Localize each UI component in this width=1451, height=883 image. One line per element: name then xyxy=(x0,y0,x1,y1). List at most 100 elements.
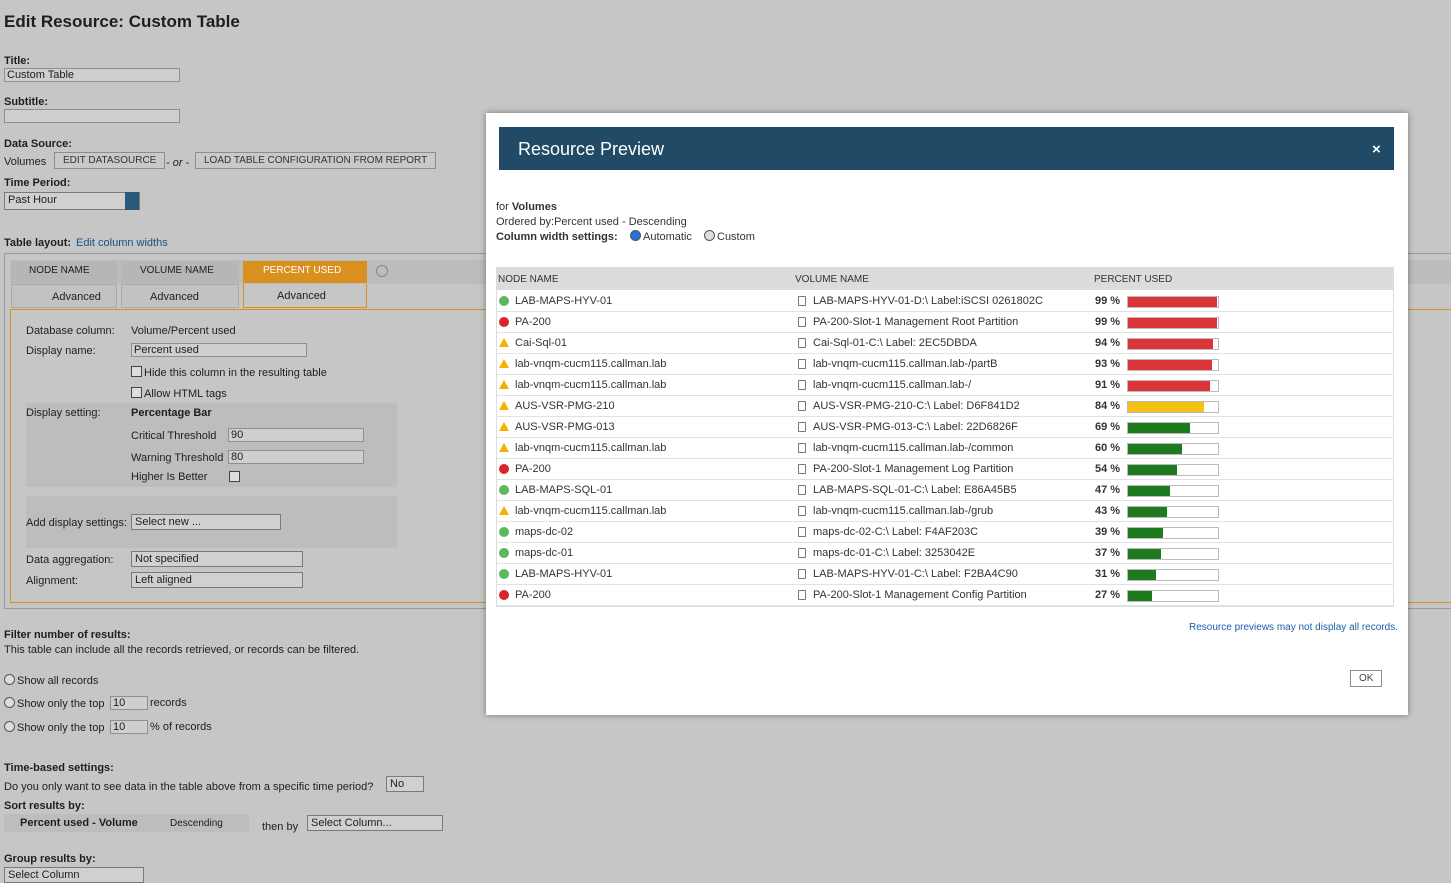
title-input[interactable]: Custom Table xyxy=(4,68,180,82)
close-button[interactable]: × xyxy=(1372,141,1381,158)
table-row: AUS-VSR-PMG-210 AUS-VSR-PMG-210-C:\ Label… xyxy=(496,396,1393,417)
advanced[interactable]: Advanced xyxy=(121,284,239,308)
volume-name: PA-200-Slot-1 Management Log Partition xyxy=(813,463,1014,475)
status-icon xyxy=(499,401,509,410)
volume-icon xyxy=(798,569,806,579)
data-source: Volumes xyxy=(4,156,47,168)
label: Group results by: xyxy=(4,853,96,865)
checkbox[interactable]: Allow HTML tags xyxy=(131,387,227,400)
sort-order[interactable]: Descending xyxy=(170,818,223,829)
sort-column: Percent used - Volume xyxy=(20,817,138,829)
status-icon xyxy=(499,464,509,474)
percent-bar xyxy=(1128,318,1218,328)
display-name-input[interactable]: Percent used xyxy=(131,343,307,357)
source: Volumes xyxy=(511,201,557,213)
percent-bar xyxy=(1128,423,1191,433)
volume-name: maps-dc-01-C:\ Label: 3253042E xyxy=(813,547,976,559)
table-row: maps-dc-01 maps-dc-01-C:\ Label: 3253042E… xyxy=(496,543,1393,564)
table-row: Cai-Sql-01 Cai-Sql-01-C:\ Label: 2EC5DBDA… xyxy=(496,333,1393,354)
volume-icon xyxy=(798,590,806,600)
ok-button[interactable]: OK xyxy=(1350,670,1383,687)
volume-name: LAB-MAPS-HYV-01-C:\ Label: F2BA4C90 xyxy=(813,568,1018,580)
display-setting-box xyxy=(26,403,397,487)
table-row: lab-vnqm-cucm115.callman.lab lab-vnqm-cuc… xyxy=(496,375,1393,396)
aggregation-select[interactable]: Not specified xyxy=(131,551,303,567)
column-tab[interactable]: VOLUME NAME xyxy=(121,261,239,283)
volume-icon xyxy=(798,527,806,537)
label: Time-based settings: xyxy=(4,762,114,774)
table-row: PA-200 PA-200-Slot-1 Management Config Pa… xyxy=(496,585,1393,606)
time-based-select[interactable]: No xyxy=(386,776,424,792)
volume-name: PA-200-Slot-1 Management Root Partition xyxy=(813,316,1019,328)
percent-bar xyxy=(1128,507,1167,517)
add-column[interactable] xyxy=(376,265,388,277)
label: Column width settings: xyxy=(496,231,618,243)
volume-icon xyxy=(798,317,806,327)
volume-name: lab-vnqm-cucm115.callman.lab-/grub xyxy=(813,505,994,517)
checkbox[interactable]: Hide this column in the resulting table xyxy=(131,366,327,379)
node-name: lab-vnqm-cucm115.callman.lab xyxy=(515,358,667,370)
label: Show all records xyxy=(17,675,99,687)
group-select[interactable]: Select Column xyxy=(4,867,144,883)
volume-icon xyxy=(798,359,806,369)
or: - or - xyxy=(166,157,190,169)
note: Resource previews may not display all re… xyxy=(1189,622,1398,633)
status-icon xyxy=(499,338,509,347)
add-display-select[interactable]: Select new ... xyxy=(131,514,281,530)
status-icon xyxy=(499,485,509,495)
label: Filter number of results: xyxy=(4,629,131,641)
volume-icon xyxy=(798,401,806,411)
percent-label: 84 % xyxy=(1095,400,1121,412)
time-period-select[interactable]: Past Hour xyxy=(4,192,140,210)
dropdown-arrow[interactable] xyxy=(125,192,139,210)
percent-label: 54 % xyxy=(1095,463,1121,475)
subtitle-input[interactable] xyxy=(4,109,180,123)
node-name: lab-vnqm-cucm115.callman.lab xyxy=(515,442,667,454)
then-by-select[interactable]: Select Column... xyxy=(307,815,443,831)
volume-icon xyxy=(798,464,806,474)
top-percent-input[interactable]: 10 xyxy=(110,720,148,734)
table-row: AUS-VSR-PMG-013 AUS-VSR-PMG-013-C:\ Label… xyxy=(496,417,1393,438)
warning-input[interactable]: 80 xyxy=(228,450,364,464)
radio-custom[interactable]: Custom xyxy=(704,230,755,243)
table-row: lab-vnqm-cucm115.callman.lab lab-vnqm-cuc… xyxy=(496,438,1393,459)
status-icon xyxy=(499,359,509,368)
percent-bar xyxy=(1128,381,1210,391)
percent-bar xyxy=(1128,297,1218,307)
volume-name: PA-200-Slot-1 Management Config Partitio… xyxy=(813,589,1027,601)
node-name: maps-dc-02 xyxy=(515,526,574,538)
percent-label: 31 % xyxy=(1095,568,1121,580)
checkbox[interactable] xyxy=(229,471,240,482)
volume-icon xyxy=(798,506,806,516)
percent-bar xyxy=(1128,465,1177,475)
label: then by xyxy=(262,821,299,833)
edit-widths-link[interactable]: Edit column widths xyxy=(76,237,168,249)
percent-label: 60 % xyxy=(1095,442,1121,454)
percent-label: 27 % xyxy=(1095,589,1121,601)
node-name: PA-200 xyxy=(515,316,551,328)
edit-datasource-button[interactable]: EDIT DATASOURCE xyxy=(54,152,166,169)
top-count-input[interactable]: 10 xyxy=(110,696,148,710)
label: Sort results by: xyxy=(4,800,85,812)
sort-chip[interactable] xyxy=(4,814,249,832)
percent-bar xyxy=(1128,360,1212,370)
radio[interactable]: Show only the top xyxy=(4,721,104,734)
advanced[interactable]: Advanced xyxy=(243,284,367,308)
node-name: PA-200 xyxy=(515,463,551,475)
status-icon xyxy=(499,317,509,327)
percent-label: 69 % xyxy=(1095,421,1121,433)
modal-header xyxy=(499,127,1394,170)
volume-name: lab-vnqm-cucm115.callman.lab-/ xyxy=(813,379,972,391)
radio[interactable]: Show only the top xyxy=(4,697,104,710)
advanced[interactable]: Advanced xyxy=(11,284,117,308)
alignment-select[interactable]: Left aligned xyxy=(131,572,303,588)
status-icon xyxy=(499,422,509,431)
column-tab-selected[interactable]: PERCENT USED xyxy=(243,261,367,283)
radio[interactable]: Show all records xyxy=(4,674,98,687)
load-config-button[interactable]: LOAD TABLE CONFIGURATION FROM REPORT xyxy=(195,152,437,169)
percent-label: 43 % xyxy=(1095,505,1121,517)
critical-input[interactable]: 90 xyxy=(228,428,364,442)
column-tab[interactable]: NODE NAME xyxy=(11,261,117,283)
radio-automatic[interactable]: Automatic xyxy=(630,230,692,243)
volume-icon xyxy=(798,338,806,348)
